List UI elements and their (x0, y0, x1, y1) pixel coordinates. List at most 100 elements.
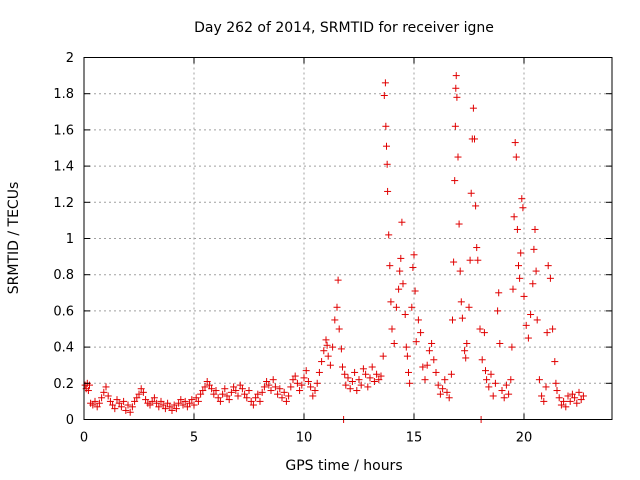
data-point (447, 370, 455, 378)
data-point (289, 376, 297, 384)
data-point (538, 392, 546, 400)
data-point (269, 376, 277, 384)
data-point (214, 394, 222, 402)
data-point (373, 370, 381, 378)
data-point (385, 231, 393, 239)
data-point (465, 303, 473, 311)
data-point (505, 390, 513, 398)
data-point (334, 276, 342, 284)
x-tick-label: 15 (406, 431, 423, 446)
data-point (177, 396, 185, 404)
data-point (362, 370, 370, 378)
x-axis-label: GPS time / hours (285, 458, 402, 474)
data-point (562, 403, 570, 411)
data-point (522, 321, 530, 329)
data-point (260, 383, 268, 391)
data-point (227, 388, 235, 396)
data-point (566, 397, 574, 405)
data-point (395, 285, 403, 293)
data-point (168, 406, 176, 414)
y-tick-label: 0.4 (53, 341, 74, 356)
data-point (419, 363, 427, 371)
data-point (315, 368, 323, 376)
data-point (544, 262, 552, 270)
data-point (91, 397, 99, 405)
data-point (333, 303, 341, 311)
data-point (192, 394, 200, 402)
y-tick-label: 0.6 (53, 304, 74, 319)
data-point (529, 280, 537, 288)
data-point (516, 274, 524, 282)
y-tick-label: 2 (66, 51, 74, 66)
data-point (375, 376, 383, 384)
data-point (212, 387, 220, 395)
data-point (543, 329, 551, 337)
data-point (274, 390, 282, 398)
data-point (300, 374, 308, 382)
data-point (359, 365, 367, 373)
data-point (577, 396, 585, 404)
data-point (357, 381, 365, 389)
data-point (263, 377, 271, 385)
data-point (480, 329, 488, 337)
data-point (524, 334, 532, 342)
data-point (423, 361, 431, 369)
data-point (89, 401, 97, 409)
data-point (120, 397, 128, 405)
data-point (483, 376, 491, 384)
data-point (449, 316, 456, 324)
data-point (150, 394, 158, 402)
data-point (387, 298, 395, 306)
data-point (495, 289, 503, 297)
data-point (309, 392, 317, 400)
data-point (157, 397, 165, 405)
data-point (329, 343, 337, 351)
data-point (474, 256, 482, 264)
data-point (247, 397, 255, 405)
data-point (320, 347, 328, 355)
data-point (573, 399, 581, 407)
data-point (519, 204, 527, 212)
data-point (411, 287, 419, 295)
data-point (502, 381, 510, 389)
data-point (234, 392, 242, 400)
data-point (199, 387, 207, 395)
data-point (399, 280, 407, 288)
data-point (575, 388, 583, 396)
data-point (170, 401, 178, 409)
data-point (451, 122, 459, 130)
data-point (531, 225, 539, 233)
data-point (509, 285, 517, 293)
data-point (496, 339, 504, 347)
data-point (236, 381, 244, 389)
data-point (409, 263, 417, 271)
data-point (390, 339, 398, 347)
data-point (383, 142, 390, 150)
data-point (532, 267, 540, 275)
data-point (181, 397, 189, 405)
y-tick-label: 0.2 (53, 377, 74, 392)
data-point (457, 298, 465, 306)
x-tick-label: 0 (80, 431, 88, 446)
data-point (216, 397, 224, 405)
data-point (291, 372, 299, 380)
data-point (453, 93, 461, 101)
data-point (95, 399, 103, 407)
data-point (326, 361, 334, 369)
data-point (405, 368, 412, 376)
data-point (298, 381, 306, 389)
data-point (434, 381, 442, 389)
data-point (324, 352, 332, 360)
data-point (278, 394, 286, 402)
data-point (452, 72, 460, 80)
data-point (487, 370, 495, 378)
data-point (161, 405, 169, 413)
data-point (304, 377, 312, 385)
data-point (219, 390, 227, 398)
data-point (322, 336, 330, 344)
data-point (507, 376, 515, 384)
axis-ticks: 00.20.40.60.811.21.41.61.820 5 10 15 20 (53, 51, 612, 446)
data-point (439, 385, 447, 393)
data-point (210, 390, 218, 398)
